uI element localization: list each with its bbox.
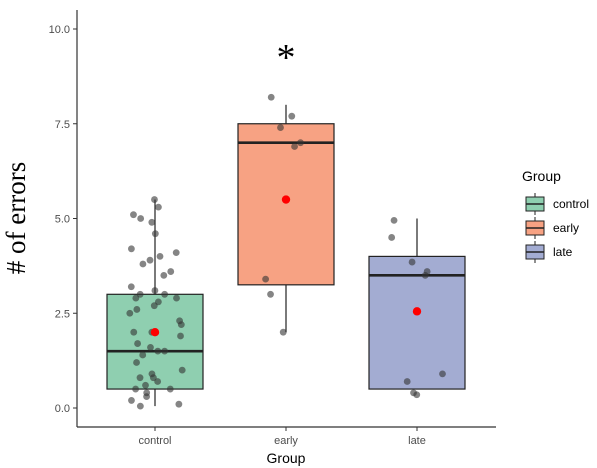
legend-title: Group	[522, 168, 561, 184]
x-tick-label: control	[138, 435, 171, 447]
boxes-layer	[106, 93, 466, 410]
y-ticks: 0.0 2.5 5.0 7.5 10.0	[49, 24, 77, 415]
data-point	[388, 234, 396, 241]
data-point	[130, 211, 137, 219]
data-point	[139, 260, 147, 268]
data-point	[279, 328, 287, 336]
data-point	[147, 343, 154, 351]
x-tick-label: early	[274, 435, 298, 447]
data-point	[155, 203, 162, 211]
legend-item-control: control	[525, 193, 589, 215]
legend-label: early	[553, 221, 579, 235]
data-point	[150, 302, 158, 310]
mean-point	[150, 328, 160, 337]
data-point	[154, 347, 162, 355]
y-tick-label: 2.5	[55, 308, 70, 320]
data-point	[151, 230, 159, 238]
data-point	[136, 402, 144, 410]
data-point	[142, 381, 149, 389]
data-point	[134, 340, 141, 347]
data-point	[413, 391, 421, 399]
data-point	[173, 294, 180, 302]
data-point	[288, 112, 296, 120]
data-point	[127, 283, 135, 291]
box-iqr	[237, 123, 335, 286]
data-point	[130, 328, 138, 336]
y-axis-title: # of errors	[1, 162, 31, 274]
y-tick-label: 0.0	[55, 403, 70, 415]
data-point	[136, 374, 144, 382]
data-point	[178, 366, 186, 374]
data-point	[128, 397, 135, 404]
data-point	[277, 124, 284, 131]
data-point	[439, 370, 446, 378]
legend-items: control early late	[525, 193, 589, 263]
data-point	[143, 393, 151, 401]
data-point	[177, 321, 185, 329]
mean-point	[281, 195, 291, 204]
y-tick-label: 10.0	[49, 24, 70, 36]
y-tick-label: 7.5	[55, 119, 70, 131]
y-tick-label: 5.0	[55, 214, 70, 226]
box-control	[106, 196, 204, 410]
data-point	[149, 374, 157, 382]
data-point	[139, 351, 147, 359]
data-point	[177, 332, 184, 340]
data-point	[126, 309, 134, 317]
data-point	[160, 271, 168, 279]
x-tick-label: late	[408, 435, 426, 447]
x-axis-title: Group	[267, 450, 306, 466]
data-point	[133, 306, 141, 313]
data-point	[132, 294, 140, 302]
data-point	[408, 258, 416, 266]
data-point	[127, 245, 135, 253]
box-iqr	[368, 255, 466, 390]
data-point	[390, 216, 398, 224]
data-point	[267, 290, 274, 298]
data-point	[167, 268, 175, 275]
data-point	[156, 253, 164, 260]
data-point	[175, 400, 183, 408]
legend-item-late: late	[525, 241, 573, 263]
data-point	[148, 218, 156, 226]
data-point	[132, 385, 140, 393]
data-point	[151, 287, 159, 294]
x-ticks: control early late	[138, 427, 426, 447]
data-point	[146, 256, 154, 264]
data-point	[133, 359, 140, 366]
data-point	[166, 385, 174, 393]
data-point	[403, 378, 411, 385]
significance-asterisk: *	[277, 37, 296, 79]
data-point	[137, 215, 145, 222]
legend: Group control early late	[522, 168, 589, 263]
data-point	[267, 93, 275, 101]
data-point	[172, 249, 180, 257]
data-point	[161, 347, 169, 355]
data-point	[161, 290, 169, 298]
data-point	[262, 275, 270, 283]
legend-label: control	[553, 197, 589, 211]
mean-point	[412, 307, 422, 316]
box-late	[368, 216, 466, 399]
legend-item-early: early	[525, 217, 579, 239]
data-point	[291, 143, 298, 150]
data-point	[421, 271, 429, 279]
box-early	[237, 93, 335, 336]
data-point	[151, 196, 158, 203]
data-point	[297, 139, 304, 147]
legend-label: late	[553, 245, 573, 259]
